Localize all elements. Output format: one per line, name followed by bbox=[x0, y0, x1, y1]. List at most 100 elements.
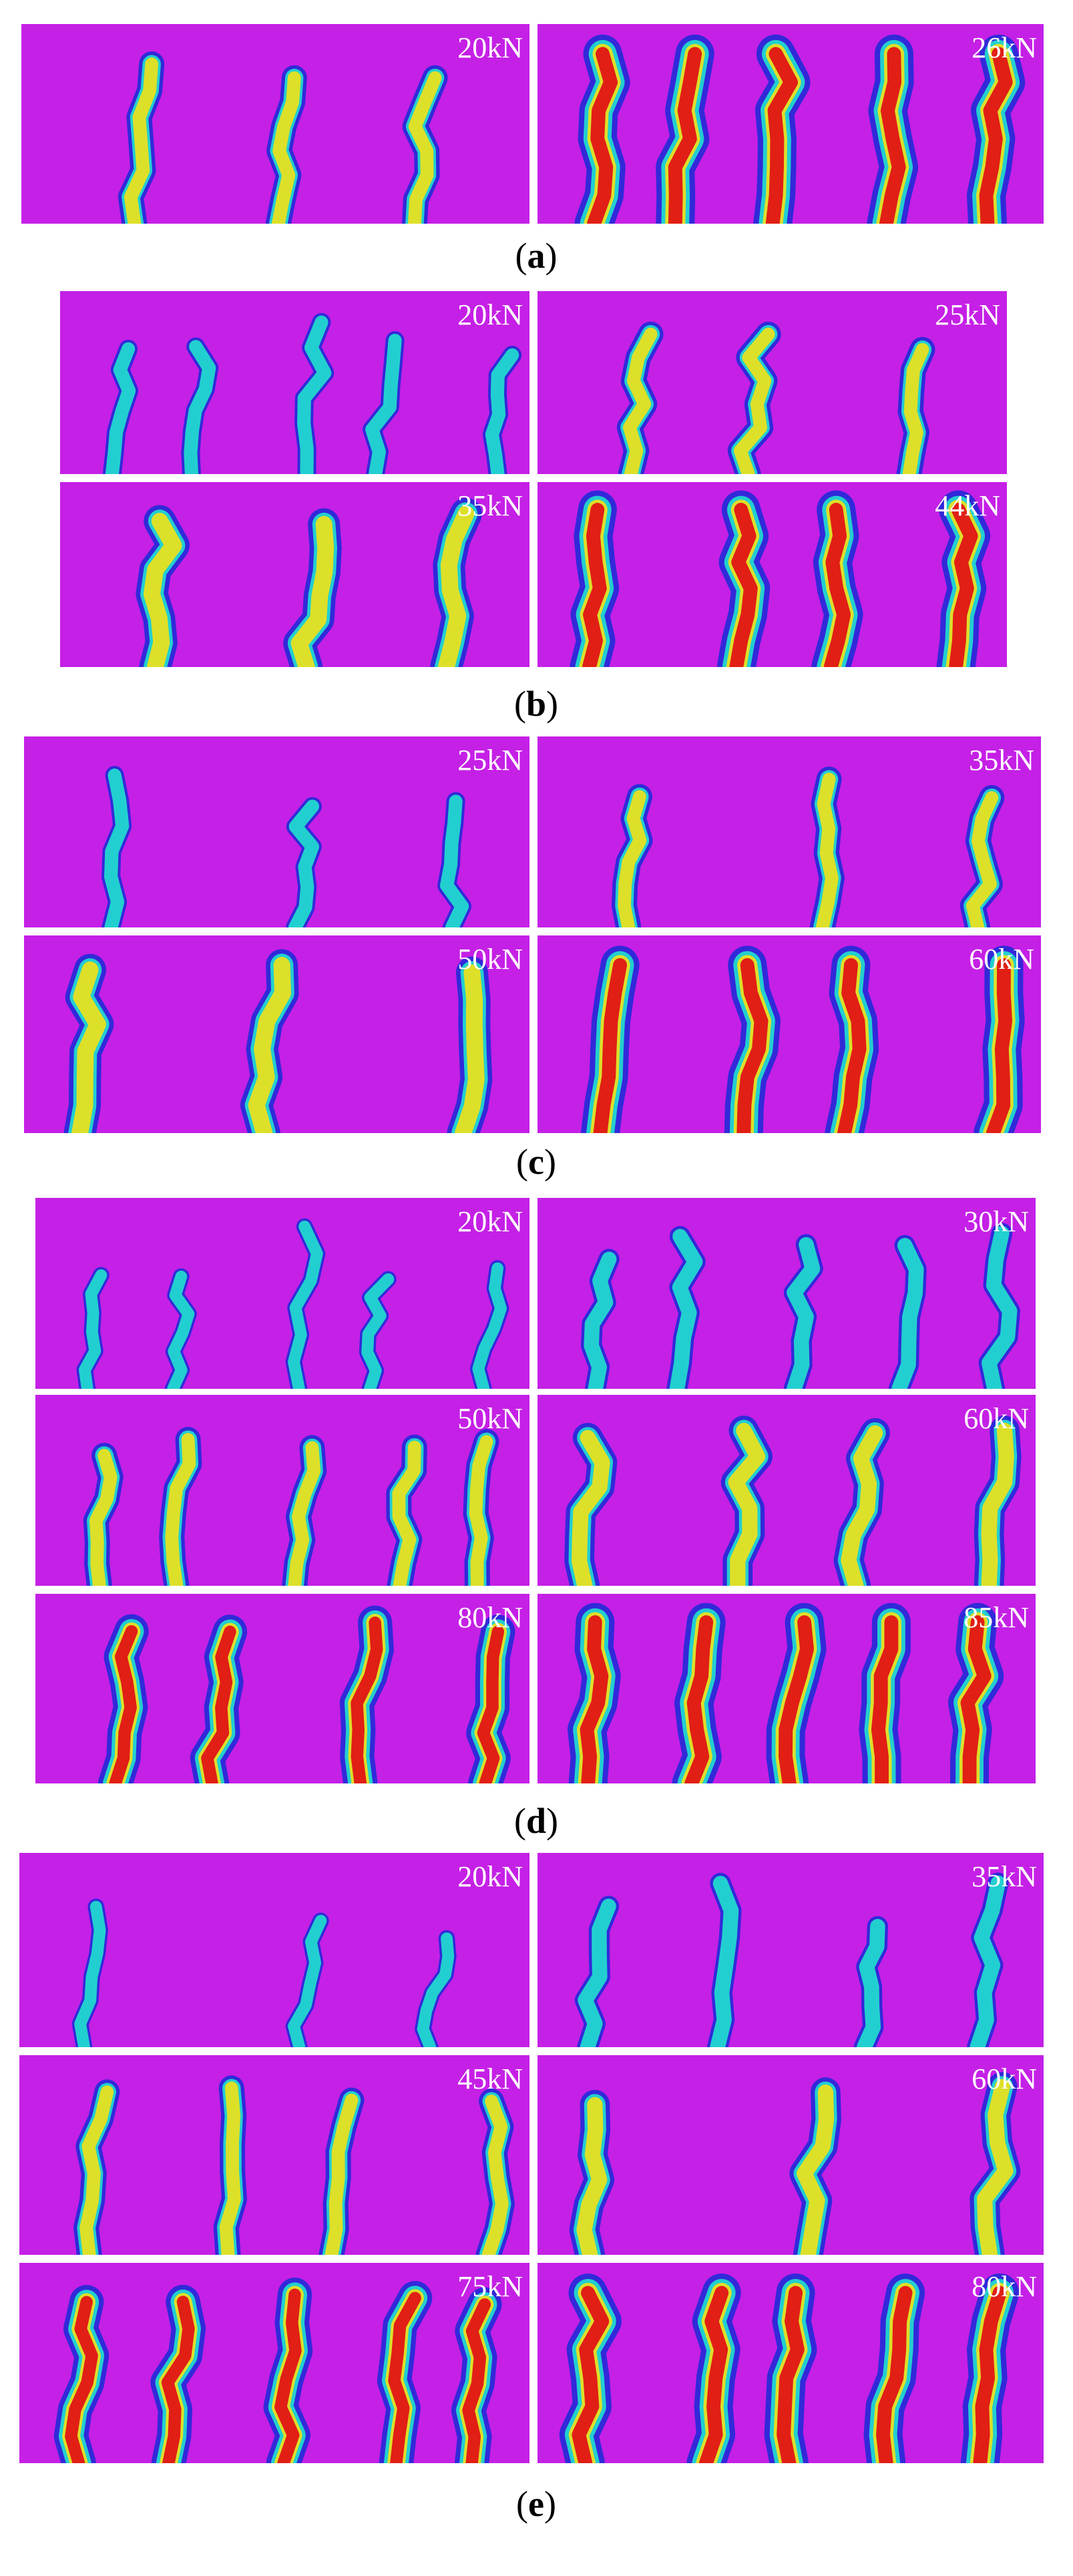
load-label: 75kN bbox=[457, 2270, 523, 2303]
crack bbox=[977, 2079, 1014, 2255]
crack bbox=[361, 1273, 395, 1389]
crack bbox=[392, 1440, 421, 1586]
crack bbox=[986, 957, 1013, 1133]
crack bbox=[698, 2286, 729, 2463]
crack bbox=[587, 47, 618, 224]
caption-part: ( bbox=[514, 684, 526, 724]
load-label: 35kN bbox=[457, 489, 523, 522]
crack bbox=[274, 2288, 302, 2463]
image-panel bbox=[19, 2055, 529, 2255]
load-label: 20kN bbox=[457, 298, 523, 331]
caption: (a) bbox=[515, 236, 558, 276]
caption-part: ) bbox=[544, 1142, 556, 1182]
caption-part: ) bbox=[546, 684, 558, 724]
caption-part: ( bbox=[514, 1801, 526, 1841]
load-label: 60kN bbox=[969, 943, 1034, 976]
crack bbox=[891, 1238, 924, 1389]
load-label: 80kN bbox=[972, 2270, 1037, 2303]
crack bbox=[765, 47, 798, 224]
load-label: 44kN bbox=[935, 489, 1000, 522]
image-panel bbox=[19, 2263, 529, 2463]
image-panel bbox=[538, 291, 1007, 474]
background bbox=[538, 1853, 1044, 2047]
caption-part: d bbox=[526, 1801, 546, 1841]
crack bbox=[787, 1237, 821, 1389]
image-panel bbox=[538, 1853, 1044, 2047]
caption-part: ) bbox=[546, 236, 558, 276]
crack bbox=[288, 1221, 323, 1389]
caption: (c) bbox=[516, 1142, 556, 1182]
crack bbox=[837, 957, 867, 1133]
load-label: 60kN bbox=[972, 2063, 1037, 2095]
crack bbox=[109, 1625, 138, 1783]
crack bbox=[417, 1932, 455, 2047]
load-label: 35kN bbox=[969, 744, 1034, 777]
crack bbox=[571, 1430, 610, 1586]
crack bbox=[965, 791, 999, 927]
crack bbox=[669, 1229, 703, 1389]
crack bbox=[408, 71, 442, 224]
caption: (e) bbox=[516, 2484, 556, 2524]
load-label: 20kN bbox=[457, 31, 523, 64]
crack bbox=[143, 513, 182, 667]
crack bbox=[733, 327, 775, 474]
crack bbox=[879, 47, 906, 224]
crack bbox=[79, 1269, 108, 1389]
image-panel bbox=[24, 736, 529, 927]
crack bbox=[815, 773, 839, 927]
image-panel bbox=[538, 482, 1007, 667]
crack bbox=[578, 1898, 616, 2047]
crack bbox=[797, 2084, 835, 2255]
image-panel bbox=[35, 1594, 529, 1783]
image-panel bbox=[21, 24, 529, 224]
crack bbox=[71, 961, 106, 1133]
crack bbox=[668, 47, 702, 224]
crack bbox=[729, 503, 758, 667]
crack bbox=[271, 71, 301, 224]
image-panel bbox=[538, 2055, 1044, 2255]
crack bbox=[288, 799, 319, 927]
load-label: 35kN bbox=[972, 1860, 1037, 1893]
image-panel bbox=[538, 1198, 1036, 1389]
load-label: 20kN bbox=[457, 1205, 523, 1238]
crack bbox=[584, 1251, 617, 1389]
crack bbox=[161, 2296, 195, 2463]
image-panel bbox=[538, 1594, 1036, 1783]
crack bbox=[388, 2292, 421, 2463]
crack bbox=[485, 348, 519, 474]
image-panel bbox=[19, 1853, 529, 2047]
load-label: 25kN bbox=[457, 744, 523, 777]
crack bbox=[481, 2095, 509, 2255]
image-panel bbox=[538, 24, 1044, 224]
crack bbox=[736, 957, 769, 1133]
load-label: 20kN bbox=[457, 1860, 523, 1893]
load-label: 60kN bbox=[963, 1402, 1029, 1435]
load-label: 80kN bbox=[457, 1601, 523, 1634]
crack bbox=[288, 1441, 321, 1586]
crack bbox=[841, 1425, 883, 1586]
image-panel bbox=[538, 736, 1041, 927]
crack bbox=[184, 340, 216, 474]
crack bbox=[440, 795, 469, 927]
load-label: 25kN bbox=[935, 298, 1000, 331]
crack bbox=[288, 1914, 327, 2047]
image-panel bbox=[24, 935, 529, 1133]
crack bbox=[290, 515, 335, 667]
crack bbox=[728, 1422, 766, 1586]
load-label: 30kN bbox=[963, 1205, 1029, 1238]
load-label: 85kN bbox=[963, 1601, 1029, 1634]
crack bbox=[167, 1271, 195, 1389]
caption-part: a bbox=[527, 236, 546, 276]
crack bbox=[472, 1262, 507, 1389]
image-panel bbox=[35, 1198, 529, 1389]
crack bbox=[949, 503, 978, 667]
load-label: 50kN bbox=[457, 1402, 523, 1435]
crack bbox=[902, 343, 929, 474]
image-panel bbox=[35, 1395, 529, 1586]
crack bbox=[89, 1448, 118, 1586]
crack bbox=[582, 503, 607, 667]
caption: (b) bbox=[514, 684, 558, 724]
crack bbox=[576, 2097, 608, 2255]
background bbox=[538, 1395, 1036, 1586]
